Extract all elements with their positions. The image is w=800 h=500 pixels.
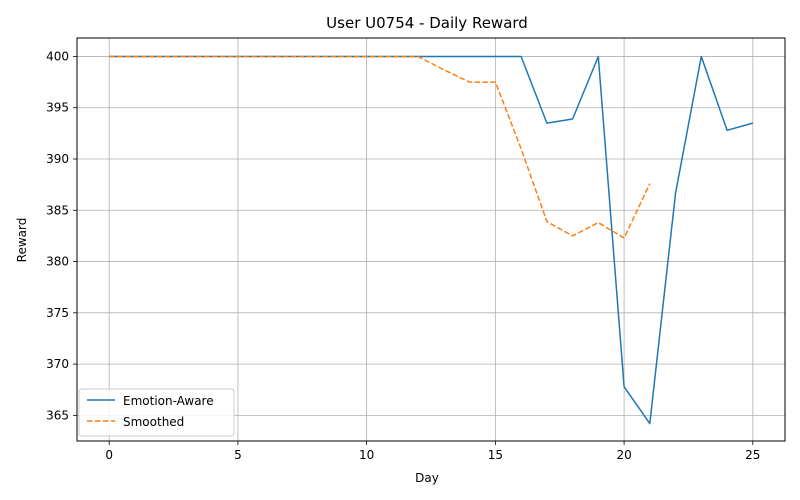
y-tick-label: 400 [46, 49, 69, 63]
y-tick-label: 380 [46, 255, 69, 269]
chart-title: User U0754 - Daily Reward [326, 14, 528, 32]
x-tick-label: 25 [745, 448, 760, 462]
plot-frame [76, 37, 786, 442]
x-tick-label: 0 [105, 448, 113, 462]
y-tick-label: 370 [46, 357, 69, 371]
x-tick-label: 20 [616, 448, 631, 462]
legend: Emotion-Aware Smoothed [78, 388, 235, 437]
y-tick-label: 365 [46, 408, 69, 422]
series-line-emotion-aware [109, 55, 754, 425]
y-tick-label: 395 [46, 101, 69, 115]
x-axis-label: Day [415, 471, 439, 485]
axis-ticks: 0 5 10 15 20 25 365 370 375 380 385 390 395 400 [46, 49, 760, 462]
legend-label-emotion-aware: Emotion-Aware [123, 394, 214, 408]
grid [77, 38, 785, 441]
y-axis-label: Reward [15, 218, 29, 263]
series-line-smoothed [109, 55, 651, 239]
series-layer [109, 55, 754, 425]
legend-box [78, 388, 235, 437]
x-tick-label: 5 [234, 448, 242, 462]
y-tick-label: 390 [46, 152, 69, 166]
y-tick-label: 375 [46, 306, 69, 320]
y-tick-label: 385 [46, 203, 69, 217]
x-tick-label: 10 [359, 448, 374, 462]
x-tick-label: 15 [488, 448, 503, 462]
legend-label-smoothed: Smoothed [123, 415, 184, 429]
